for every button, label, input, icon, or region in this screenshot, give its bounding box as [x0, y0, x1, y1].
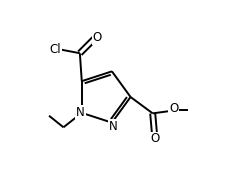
Text: O: O [93, 31, 102, 44]
Text: O: O [150, 133, 160, 146]
Text: N: N [109, 120, 117, 133]
Text: O: O [169, 102, 178, 115]
Text: N: N [76, 106, 85, 119]
Text: Cl: Cl [50, 43, 61, 56]
